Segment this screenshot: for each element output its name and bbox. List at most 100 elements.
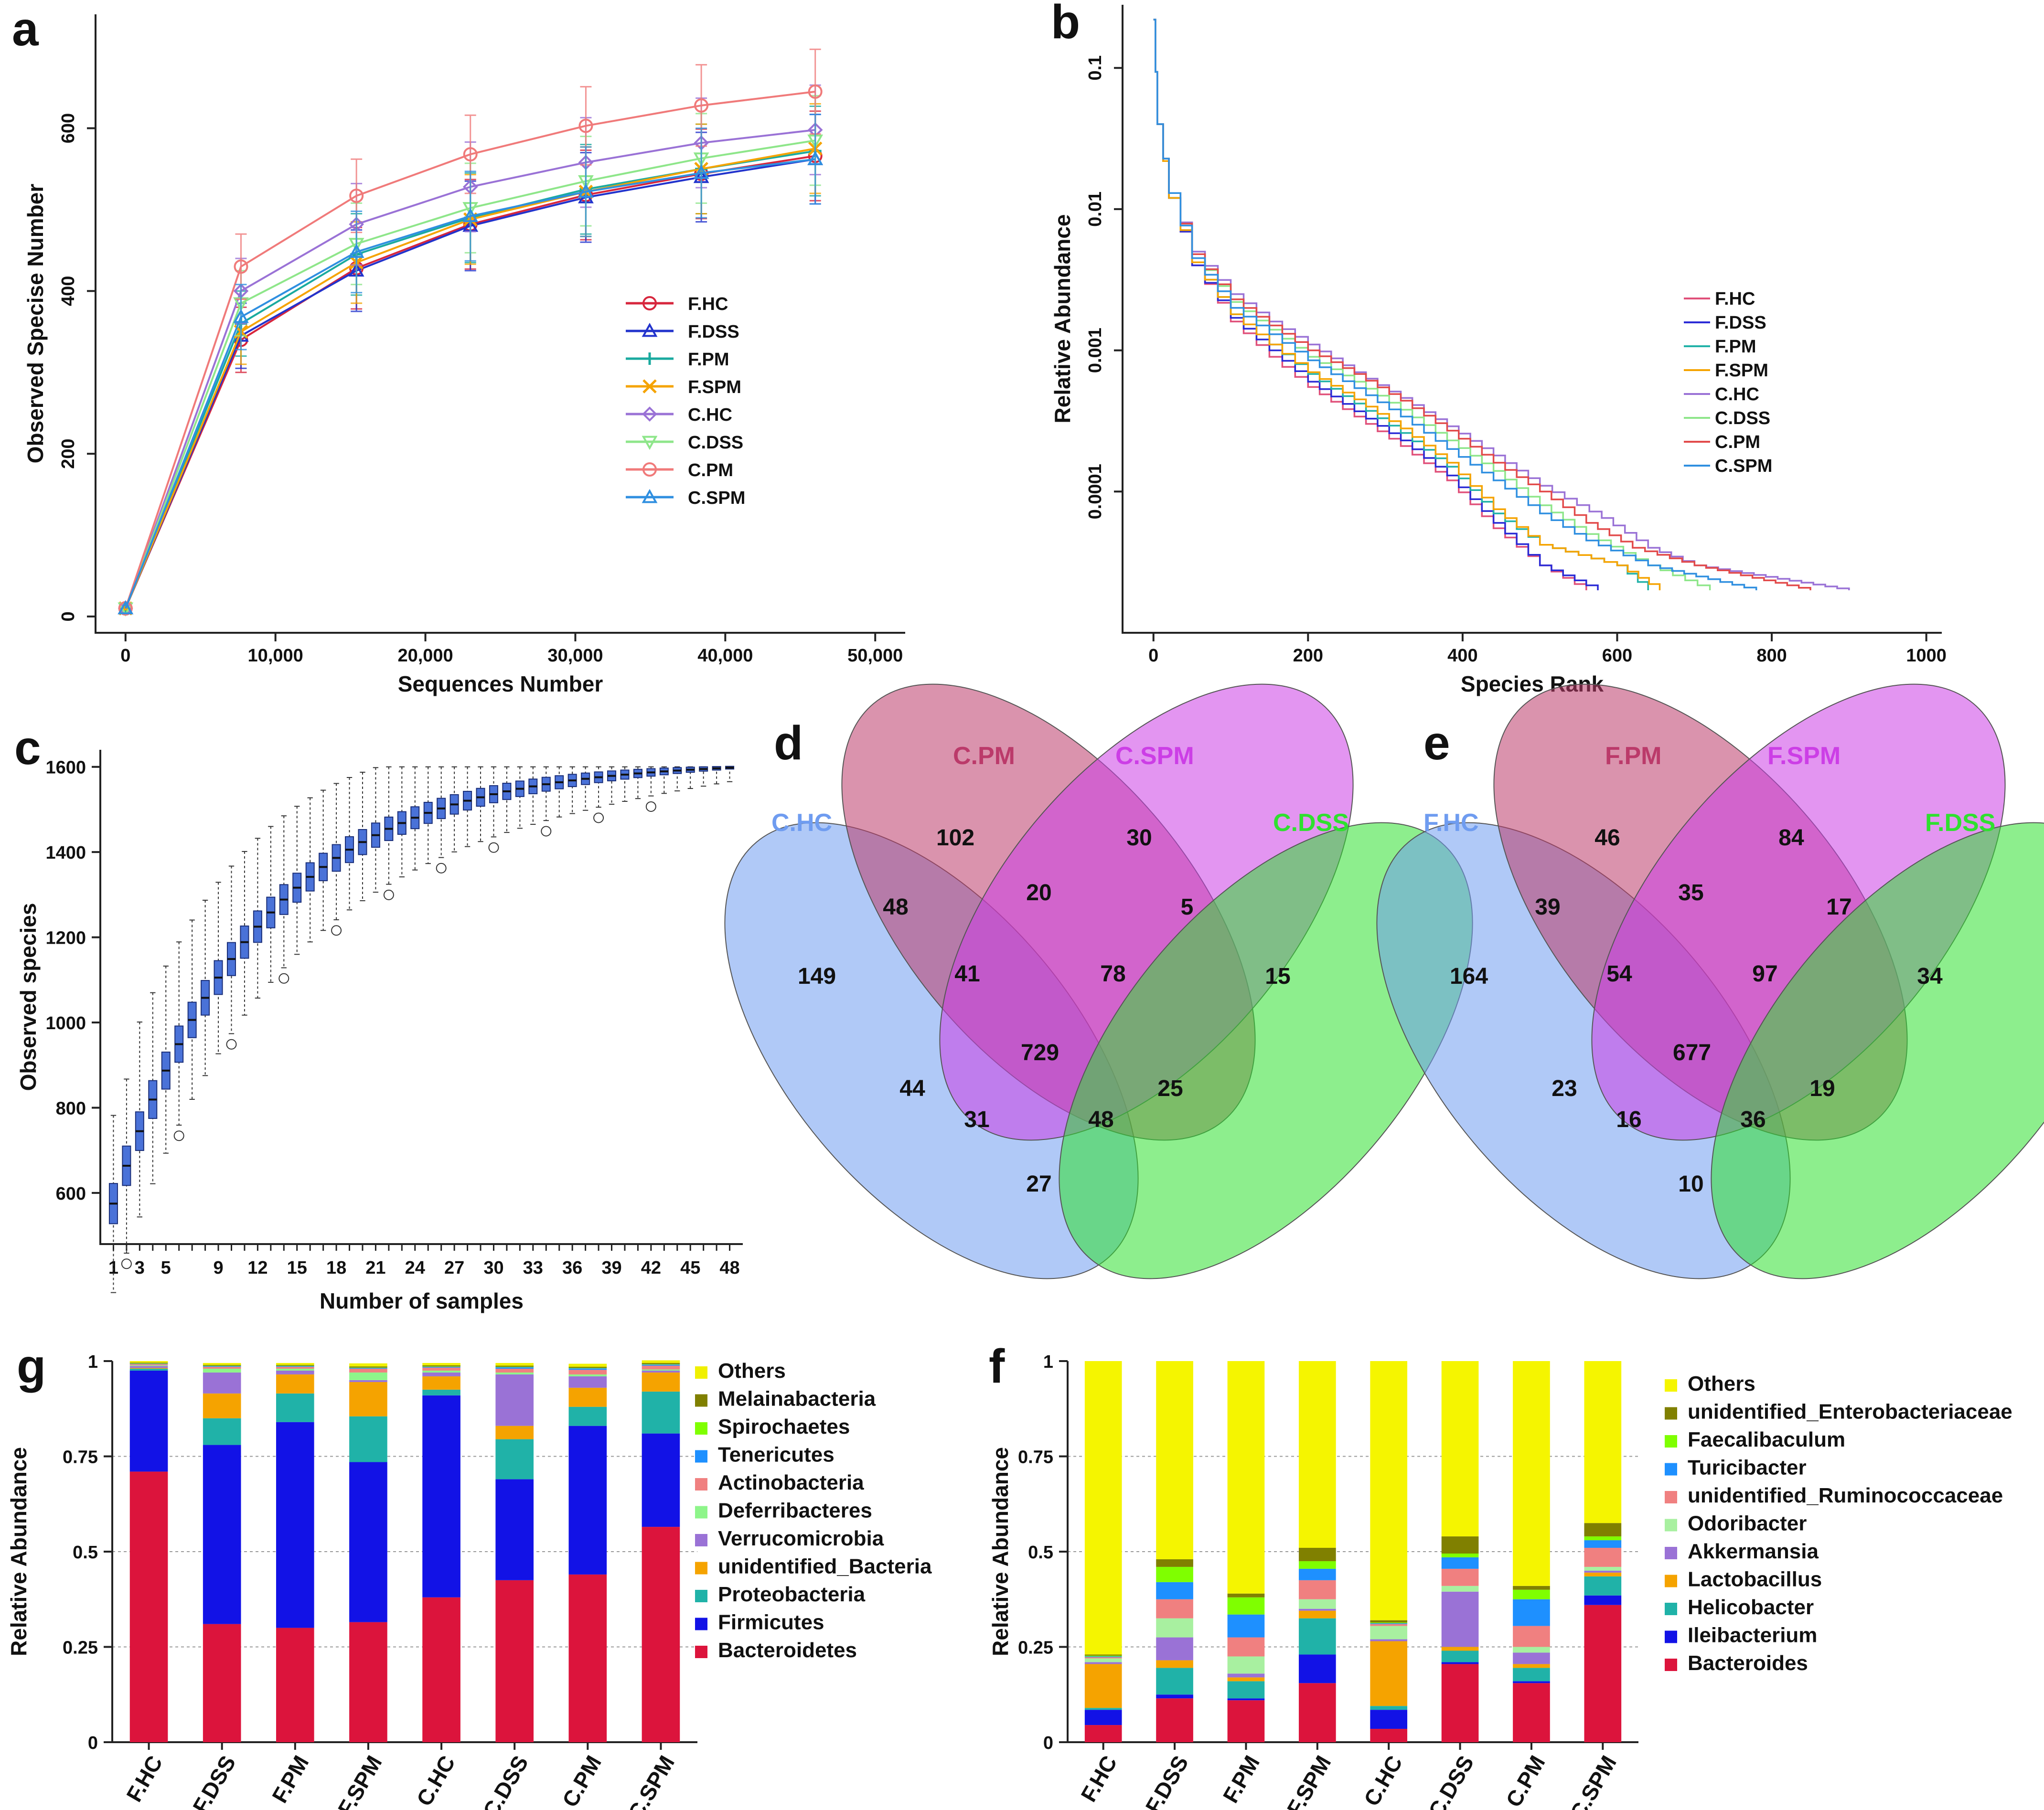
panel-g-bar-c-hc [422, 1363, 460, 1742]
panel-g-segment-firmicutes [495, 1479, 534, 1580]
panel-g-xtick-label: C.SPM [623, 1751, 679, 1810]
panel-f-segment-bacteroides [1156, 1698, 1193, 1742]
panel-g-segment-actinobacteria [129, 1364, 168, 1365]
panel-f-xtick-label: F.PM [1218, 1751, 1264, 1807]
panel-c-box-30 [488, 766, 499, 853]
panel-f-segment-others [1156, 1361, 1193, 1559]
panel-f-segment-turicibacter [1298, 1568, 1336, 1580]
panel-a-legend-label: F.DSS [688, 322, 739, 342]
panel-g-legend-swatch [695, 1366, 707, 1379]
panel-label-g: g [17, 1340, 46, 1393]
panel-c-box-44 [673, 766, 682, 792]
panel-f-legend-label: Others [1688, 1372, 1755, 1395]
panel-e-region-count: 97 [1752, 961, 1777, 987]
panel-g-ytick-label: 1 [88, 1352, 98, 1372]
panel-a-point [578, 118, 593, 133]
panel-g-xtick-label: C.DSS [478, 1751, 533, 1810]
panel-g-segment-others [349, 1363, 387, 1367]
panel-a-error-bar [351, 210, 363, 294]
panel-c-ytick-label: 1600 [45, 758, 86, 778]
panel-c-xtick-label: 12 [247, 1258, 268, 1278]
panel-e-region-count: 34 [1917, 964, 1943, 989]
panel-c-box-3 [135, 1022, 144, 1218]
panel-d-region-count: 78 [1100, 961, 1125, 987]
panel-c-box-14 [278, 815, 289, 984]
panel-a-series-c-spm [118, 114, 824, 615]
panel-c-ytick-label: 800 [56, 1098, 86, 1118]
panel-a-rarefaction-chart: 0 200 400 600 0 10,000 20,000 30,000 40,000 50,00… [23, 14, 905, 696]
panel-g-segment-bacteroidetes [276, 1628, 314, 1742]
panel-g-legend-swatch [695, 1562, 707, 1575]
panel-f-segment-faecalibaculum [1298, 1561, 1336, 1569]
panel-g-legend-label: Deferribacteres [718, 1499, 872, 1523]
panel-c-ytick-label: 1000 [45, 1013, 86, 1033]
panel-c-xtick-label: 42 [641, 1258, 661, 1278]
panel-a-ytick-label: 600 [58, 113, 78, 143]
panel-g-segment-proteobacteria [642, 1391, 680, 1434]
panel-c-ytick-label: 1200 [45, 928, 86, 948]
panel-f-segment-others [1227, 1361, 1265, 1594]
panel-f-segment-unidentified-enterobacteriaceae [1370, 1620, 1408, 1623]
panel-g-segment-proteobacteria [349, 1416, 387, 1462]
panel-c-box-31 [502, 766, 512, 833]
panel-f-segment-ileibacterium [1370, 1710, 1408, 1729]
panel-g-legend-swatch [695, 1478, 707, 1491]
panel-g-bar-c-spm [642, 1360, 680, 1742]
panel-g-legend-swatch [695, 1534, 707, 1546]
panel-g-segment-actinobacteria [495, 1368, 534, 1373]
panel-f-legend-swatch [1665, 1519, 1677, 1532]
panel-f-bar-c-spm [1584, 1361, 1622, 1742]
panel-f-segment-others [1513, 1361, 1550, 1586]
panel-c-box-17 [319, 789, 328, 931]
panel-b-series-c-pm [1153, 19, 1811, 590]
panel-f-segment-akkermansia [1370, 1639, 1408, 1641]
panel-g-segment-others [568, 1363, 607, 1367]
panel-g-segment-melainabacteria [422, 1365, 460, 1367]
panel-b-ytick-label: 0.001 [1085, 328, 1105, 373]
panel-f-segment-faecalibaculum [1227, 1597, 1265, 1615]
panel-g-segment-firmicutes [129, 1370, 168, 1472]
panel-g-segment-actinobacteria [203, 1366, 241, 1369]
panel-c-box-33 [528, 766, 538, 825]
panel-b-ytick-label: 0.1 [1085, 55, 1105, 81]
panel-b-series-c-spm [1153, 19, 1757, 590]
panel-c-outlier [331, 925, 342, 936]
panel-c-box-47 [712, 766, 721, 785]
panel-f-segment-helicobacter [1584, 1576, 1622, 1596]
panel-g-xtick-label: F.SPM [333, 1751, 387, 1810]
panel-g-segment-bacteroidetes [642, 1527, 680, 1742]
panel-f-segment-helicobacter [1156, 1668, 1193, 1695]
panel-g-legend-swatch [695, 1590, 707, 1602]
panel-e-region-count: 164 [1450, 964, 1488, 989]
panel-g-ytick-label: 0.5 [73, 1543, 98, 1563]
panel-f-segment-odoribacter [1513, 1647, 1550, 1653]
panel-g-segment-melainabacteria [495, 1365, 534, 1367]
panel-f-ytick-label: 0 [1043, 1733, 1053, 1753]
panel-c-outlier [488, 842, 499, 853]
panel-e-ellipse-f-dss [1711, 822, 2044, 1279]
panel-f-legend-swatch [1665, 1630, 1677, 1643]
panel-b-xtick-label: 800 [1756, 646, 1787, 666]
panel-c-box-42 [645, 766, 656, 812]
panel-a-xtick-label: 0 [120, 646, 130, 666]
panel-f-segment-faecalibaculum [1441, 1553, 1479, 1557]
panel-g-segment-unidentified-bacteria [495, 1426, 534, 1439]
panel-c-box-24 [410, 766, 420, 871]
panel-a-legend-label: C.SPM [688, 488, 745, 508]
panel-f-segment-odoribacter [1156, 1618, 1193, 1638]
panel-e-region-count: 36 [1740, 1107, 1766, 1132]
panel-f-segment-helicobacter [1441, 1650, 1479, 1662]
panel-g-segment-unidentified-bacteria [568, 1387, 607, 1407]
panel-c-box-45 [685, 766, 695, 789]
panel-g-segment-deferribacteres [349, 1372, 387, 1380]
panel-g-segment-bacteroidetes [129, 1471, 168, 1742]
panel-g-segment-bacteroidetes [495, 1580, 534, 1742]
panel-g-legend-label: Proteobacteria [718, 1583, 866, 1606]
panel-b-ytick-label: 0.0001 [1085, 464, 1105, 519]
panel-c-box-9 [214, 882, 223, 1054]
panel-f-segment-helicobacter [1370, 1706, 1408, 1710]
panel-f-xtick-label: F.HC [1076, 1751, 1122, 1806]
panel-c-box-11 [240, 851, 249, 1016]
panel-c-box-4 [148, 992, 158, 1184]
panel-d-set-label-c-pm: C.PM [953, 742, 1015, 770]
